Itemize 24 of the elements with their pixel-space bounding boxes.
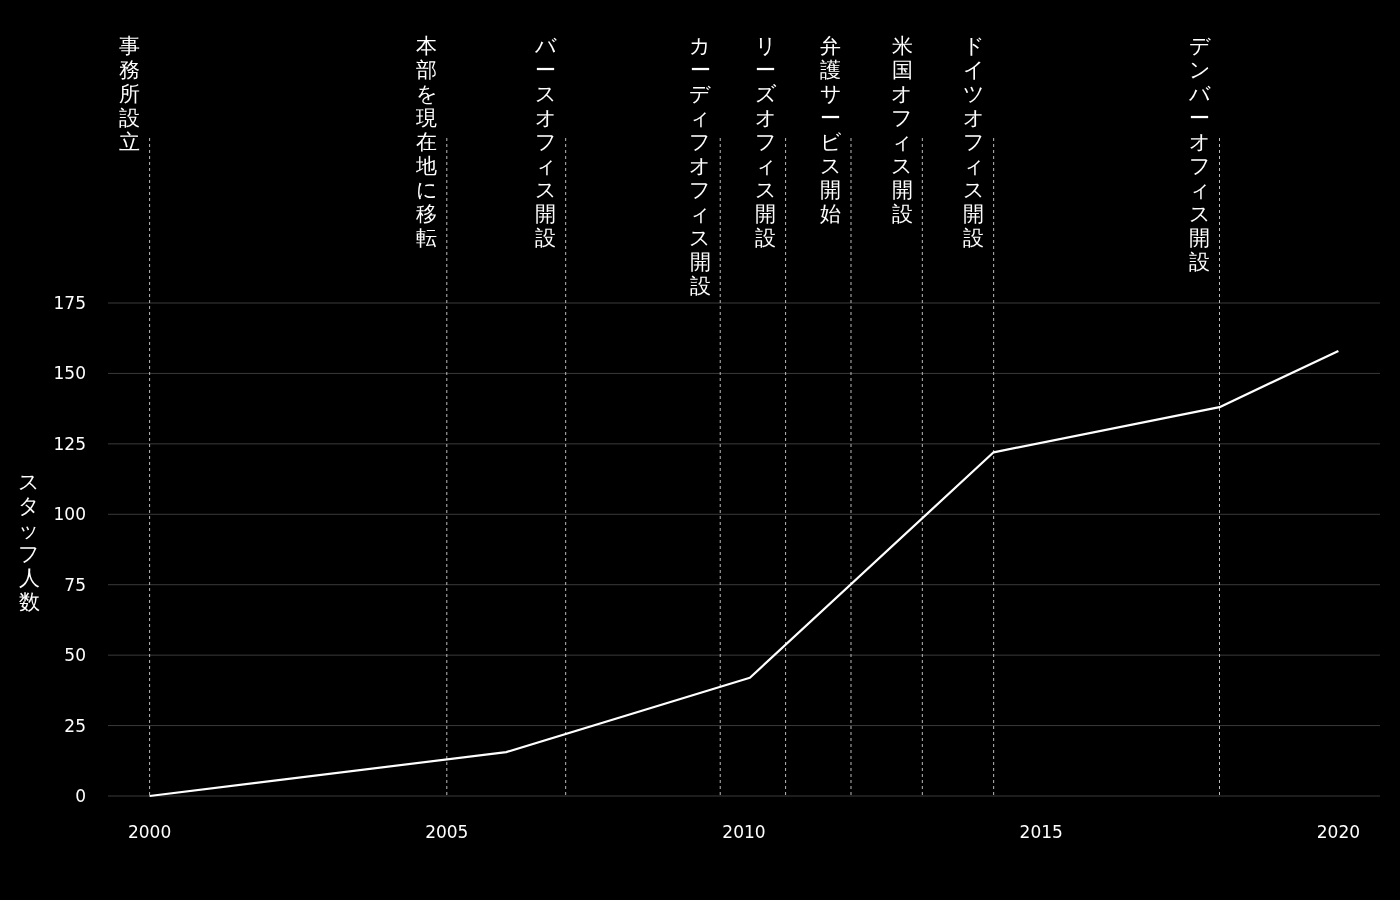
ref-line-label: 弁護サービス開始 xyxy=(819,34,842,226)
y-tick-label: 150 xyxy=(53,363,86,384)
y-tick-label: 175 xyxy=(53,293,86,313)
text: ドイツオフィス開設 xyxy=(962,34,985,250)
x-tick-label: 2015 xyxy=(1019,822,1063,842)
y-tick-label: 50 xyxy=(64,645,86,666)
x-tick-label: 2005 xyxy=(425,822,469,842)
y-axis-title: スタッフ人数 xyxy=(18,469,40,614)
text: デンバーオフィス開設 xyxy=(1188,34,1211,274)
y-tick-label: 100 xyxy=(53,504,86,525)
ref-line-label: 事務所設立 xyxy=(118,34,141,154)
text: 本部を現在地に移転 xyxy=(415,34,438,250)
text: カーディフオフィス開設 xyxy=(689,34,712,298)
text: リーズオフィス開設 xyxy=(754,34,777,250)
text: バースオフィス開設 xyxy=(534,34,557,250)
x-tick-label: 2000 xyxy=(127,822,172,842)
y-tick-label: 125 xyxy=(53,433,86,454)
ref-line-label: 米国オフィス開設 xyxy=(891,34,914,226)
x-tick-label: 2010 xyxy=(722,822,766,842)
y-tick-label: 75 xyxy=(64,574,86,595)
y-tick-label: 0 xyxy=(75,786,86,806)
line-series xyxy=(148,349,1340,798)
x-tick-label: 2020 xyxy=(1316,822,1361,842)
y-tick-label: 25 xyxy=(64,715,86,736)
